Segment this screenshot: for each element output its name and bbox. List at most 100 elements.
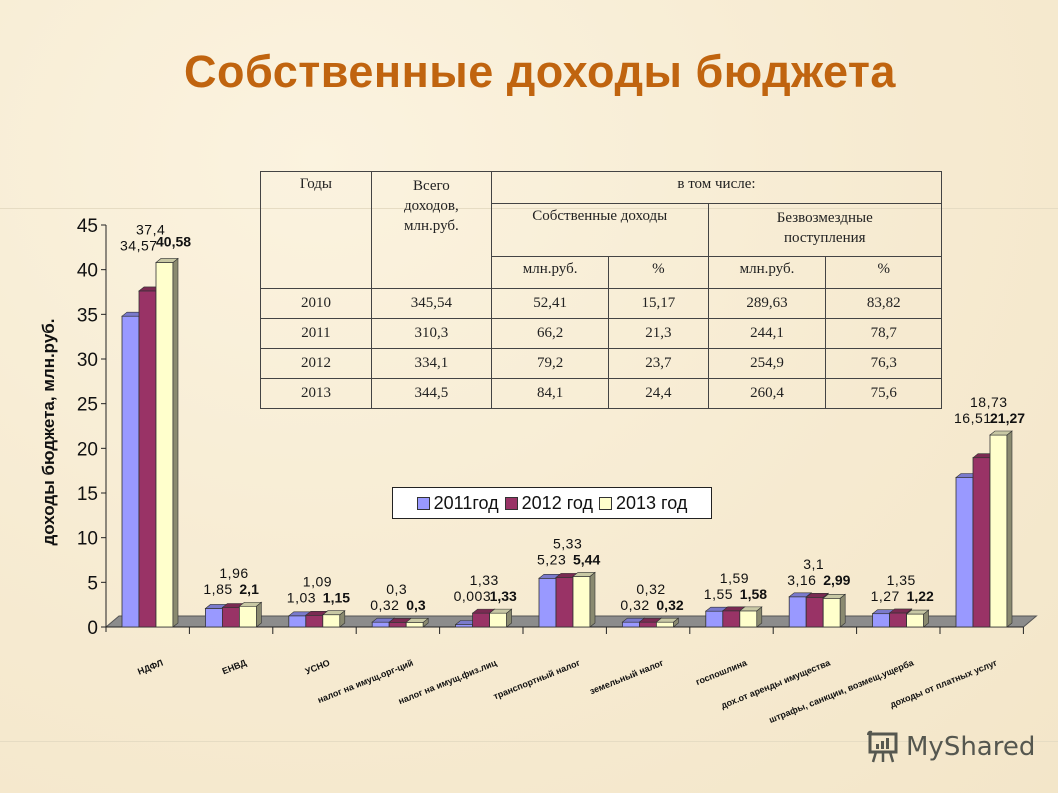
cell-year: 2010 <box>260 288 372 319</box>
cell-grants-mln: 244,1 <box>707 318 827 349</box>
bar <box>622 621 640 628</box>
cell-grants-pct: 76,3 <box>825 348 942 379</box>
data-label-2013: 0,32 <box>656 597 683 613</box>
bar <box>989 434 1008 628</box>
bar <box>288 615 307 628</box>
header-years: Годы <box>260 171 372 289</box>
y-tick-label: 0 <box>87 618 98 639</box>
cell-total: 345,54 <box>370 288 492 319</box>
bar-top <box>888 608 913 614</box>
table-row: 2013 344,5 84,1 24,4 260,4 75,6 <box>260 378 942 409</box>
data-label-2012: 3,1 <box>803 556 824 572</box>
x-category-label: земельный налог <box>588 657 665 696</box>
data-label-2013: 2,99 <box>823 572 850 588</box>
data-label-2013: 1,58 <box>740 586 767 602</box>
data-label-2013: 5,44 <box>573 551 600 567</box>
data-label-2011: 1,55 <box>704 586 733 602</box>
x-category-label: НДФЛ <box>136 658 164 677</box>
data-label-2012: 1,35 <box>887 572 916 588</box>
bar <box>955 477 974 628</box>
bar <box>221 607 240 628</box>
y-tick-label: 20 <box>77 439 98 460</box>
cell-own-mln: 52,41 <box>490 288 610 319</box>
table-header-row-2: Собственные доходы Безвозмездные поступл… <box>261 203 943 257</box>
bar-top <box>155 258 179 263</box>
header-grants-mln: млн.руб. <box>707 256 827 289</box>
bar-top <box>321 610 346 616</box>
legend-item-2012: 2012 год <box>504 492 593 514</box>
bar <box>572 576 591 628</box>
y-tick-label: 10 <box>77 529 98 550</box>
y-tick-label: 35 <box>77 305 98 326</box>
bar-side <box>589 571 596 628</box>
bar-top <box>788 592 813 598</box>
bar <box>204 608 223 628</box>
income-table: Годы Всего доходов, млн.руб. в том числе… <box>260 171 943 409</box>
header-own-pct: % <box>608 256 709 289</box>
cell-grants-mln: 289,63 <box>707 288 827 319</box>
cell-grants-mln: 260,4 <box>707 378 827 409</box>
bar <box>305 614 324 628</box>
bar-top <box>989 430 1013 436</box>
cell-grants-pct: 83,82 <box>825 288 942 319</box>
data-label-2012: 1,96 <box>219 565 248 581</box>
bar <box>822 597 841 628</box>
cell-year: 2011 <box>260 318 372 349</box>
cell-own-pct: 23,7 <box>608 348 709 379</box>
data-label-2011: 0,32 <box>370 597 399 613</box>
cell-grants-pct: 75,6 <box>825 378 942 409</box>
data-label-2013: 2,1 <box>239 581 259 597</box>
bar <box>889 612 907 628</box>
cell-grants-mln: 254,9 <box>707 348 827 379</box>
cell-own-pct: 15,17 <box>608 288 709 319</box>
x-category-label: штрафы, санкции, возмещ.ущерба <box>767 657 915 725</box>
bar <box>639 621 657 628</box>
legend-label-2011: 2011год <box>433 492 499 513</box>
bar-top <box>822 593 847 599</box>
data-label-2012: 37,4 <box>136 221 165 237</box>
bar-top <box>905 609 930 615</box>
data-label-2011: 1,03 <box>287 590 316 606</box>
cell-own-pct: 24,4 <box>608 378 709 409</box>
data-label-2013: 0,3 <box>406 597 426 613</box>
x-category-label: транспортный налог <box>492 657 582 701</box>
cell-year: 2013 <box>260 378 372 409</box>
header-total: Всего доходов, млн.руб. <box>370 171 492 289</box>
data-label-2013: 1,33 <box>490 588 517 604</box>
bar <box>972 457 991 628</box>
legend-label-2012: 2012 год <box>521 492 593 513</box>
data-label-2012: 1,59 <box>720 570 749 586</box>
bar <box>238 605 257 628</box>
bar <box>555 576 574 628</box>
table-row: 2010 345,54 52,41 15,17 289,63 83,82 <box>260 288 942 319</box>
data-label-2013: 21,27 <box>990 410 1025 426</box>
bar <box>705 610 724 628</box>
table-row: 2011 310,3 66,2 21,3 244,1 78,7 <box>260 318 942 349</box>
bar <box>872 613 890 628</box>
data-label-2013: 40,58 <box>156 233 191 249</box>
bar <box>388 621 407 628</box>
header-own-income: Собственные доходы <box>490 203 709 257</box>
chart-legend: 2011год 2012 год 2013 год <box>392 487 712 519</box>
cell-own-pct: 21,3 <box>608 318 709 349</box>
header-grants: Безвозмездные поступления <box>707 203 943 257</box>
bar-side <box>839 593 846 628</box>
y-tick-label: 15 <box>77 484 98 505</box>
cell-own-mln: 66,2 <box>490 318 610 349</box>
data-label-2011: 1,27 <box>871 588 900 604</box>
bar <box>805 596 824 628</box>
bar <box>155 262 174 628</box>
y-tick-label: 5 <box>87 573 98 594</box>
header-own-mln: млн.руб. <box>490 256 610 289</box>
bar <box>455 624 474 628</box>
watermark-logo: MyShared <box>866 730 1035 764</box>
cell-total: 344,5 <box>370 378 492 409</box>
y-axis-label: доходы бюджета, млн.руб. <box>39 318 58 545</box>
header-grants-text: Безвозмездные поступления <box>776 210 873 246</box>
data-label-2012: 1,09 <box>303 574 332 590</box>
legend-swatch-2012 <box>504 496 518 510</box>
bar <box>906 613 924 628</box>
bar-top <box>405 618 430 623</box>
bar-side <box>172 257 179 628</box>
